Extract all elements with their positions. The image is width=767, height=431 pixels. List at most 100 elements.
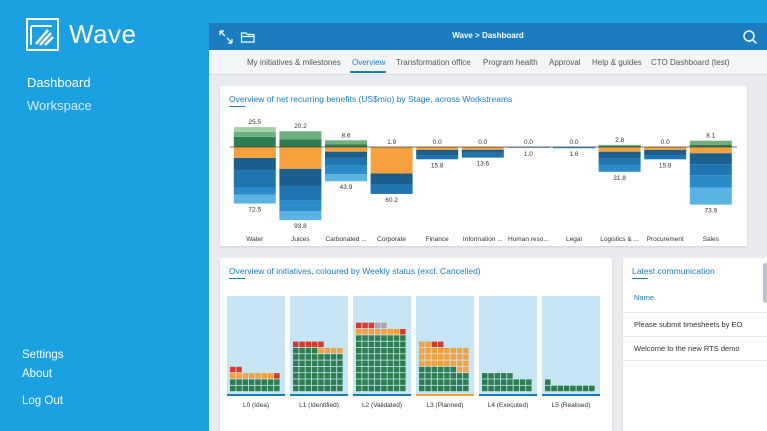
bar-segment-negative[interactable] [279,186,322,201]
nav-item-settings[interactable]: Settings [22,349,64,361]
waffle-cell [368,373,375,379]
waffle-cell [311,347,318,354]
waffle-panel[interactable] [479,296,537,394]
waffle-cell [330,347,337,354]
communication-title: Please submit timesheets by EO [634,320,743,329]
waffle-cell [267,385,274,392]
category-label: Sales [703,236,720,243]
bar-segment-positive[interactable] [598,144,641,146]
tab-approval[interactable]: Approval [549,58,581,67]
bar-segment-negative[interactable] [233,170,276,188]
folder-icon[interactable] [240,29,256,45]
tab-cto-dashboard[interactable]: CTO Dashboard (test) [651,58,730,67]
tab-program-health[interactable]: Program health [483,58,538,67]
bar-segment-negative[interactable] [644,149,687,156]
waffle-cell [368,354,375,360]
waffle-cell [337,360,343,366]
bar-segment-positive[interactable] [233,131,276,137]
bar-segment-positive[interactable] [689,144,732,147]
bar-top-label: 25.5 [248,119,261,126]
bar-segment-negative[interactable] [370,173,413,185]
bar-segment-negative[interactable] [325,151,367,158]
bar-segment-negative[interactable] [644,147,687,150]
bar-segment-negative[interactable] [598,164,641,172]
tab-my-initiatives[interactable]: My initiatives & milestones [247,58,341,67]
waffle-panel[interactable] [542,296,600,394]
waffle-cell [387,366,393,373]
bar-segment-negative[interactable] [233,187,276,195]
bar-segment-negative[interactable] [370,147,413,174]
bar-segment-negative[interactable] [233,194,276,204]
bar-segment-negative[interactable] [279,168,322,186]
brand-logo[interactable]: Wave [26,18,137,51]
bar-segment-negative[interactable] [689,175,732,188]
bar-segment-negative[interactable] [461,149,504,153]
bar-segment-positive[interactable] [598,145,641,147]
bar-segment-positive[interactable] [279,131,322,140]
waffle-panel[interactable] [416,296,474,394]
waffle-cell [463,379,469,385]
page-scrollbar[interactable] [763,263,767,303]
tab-help-guides[interactable]: Help & guides [592,58,642,67]
expand-icon[interactable] [218,29,234,45]
benefits-chart: 25.5 72.5 Water 20.2 93.8 Juices 8.6 43.9 Carbon… [230,119,737,243]
waffle-cell [444,379,450,385]
nav-item-logout[interactable]: Log Out [22,395,63,407]
bar-segment-negative[interactable] [279,210,322,221]
waffle-cell [293,379,299,385]
bar-segment-negative[interactable] [461,152,504,158]
bar-top-label: 0.0 [433,139,442,146]
waffle-cell [393,354,400,360]
column-header-name[interactable]: Name [634,293,655,302]
list-item[interactable]: Welcome to the new RTS demo [623,336,767,361]
bar-segment-negative[interactable] [644,155,687,160]
bar-segment-positive[interactable] [233,127,276,132]
waffle-cell [393,373,400,379]
bar-segment-negative[interactable] [416,149,459,156]
bar-segment-negative[interactable] [553,147,595,149]
bar-segment-negative[interactable] [325,147,367,152]
bar-segment-negative[interactable] [416,155,459,160]
bar-segment-negative[interactable] [416,147,459,150]
search-icon[interactable] [742,29,758,45]
bar-segment-negative[interactable] [325,174,367,182]
bar-segment-negative[interactable] [279,147,322,169]
bar-segment-positive[interactable] [279,139,322,147]
breadcrumb: Wave > Dashboard [452,31,524,40]
bar-segment-negative[interactable] [689,164,732,176]
bar-segment-negative[interactable] [233,157,276,171]
bar-segment-negative[interactable] [598,158,641,165]
waffle-cell [368,335,375,341]
bar-segment-negative[interactable] [325,157,367,166]
bar-segment-negative[interactable] [233,147,276,158]
bar-segment-negative[interactable] [689,147,732,154]
waffle-cell [299,373,305,379]
waffle-cell [274,373,280,379]
bar-bottom-label: 93.8 [294,223,307,230]
nav-item-about[interactable]: About [22,368,53,380]
tab-transformation-office[interactable]: Transformation office [396,58,471,67]
waffle-panel[interactable] [227,296,285,394]
bar-segment-negative[interactable] [279,200,322,211]
tab-overview[interactable]: Overview [352,58,386,67]
bar-segment-negative[interactable] [325,165,367,175]
waffle-cell [299,347,305,354]
bar-segment-positive[interactable] [233,136,276,147]
bar-segment-positive[interactable] [689,140,732,145]
bar-segment-positive[interactable] [325,144,367,147]
list-item[interactable]: Please submit timesheets by EO [623,312,767,337]
waffle-cell [368,341,375,348]
nav-item-dashboard[interactable]: Dashboard [27,75,91,90]
bar-segment-negative[interactable] [689,187,732,205]
waffle-cell [374,385,381,392]
waffle-cell [356,354,362,360]
nav-item-workspace[interactable]: Workspace [27,98,92,113]
bar-segment-negative[interactable] [461,147,504,150]
bar-segment-negative[interactable] [598,151,641,159]
bar-segment-negative[interactable] [370,184,413,194]
bar-segment-negative[interactable] [689,153,732,165]
waffle-cell [456,347,463,354]
bar-segment-positive[interactable] [325,140,367,145]
bar-top-label: 0.0 [524,139,533,146]
bar-segment-negative[interactable] [598,147,641,152]
